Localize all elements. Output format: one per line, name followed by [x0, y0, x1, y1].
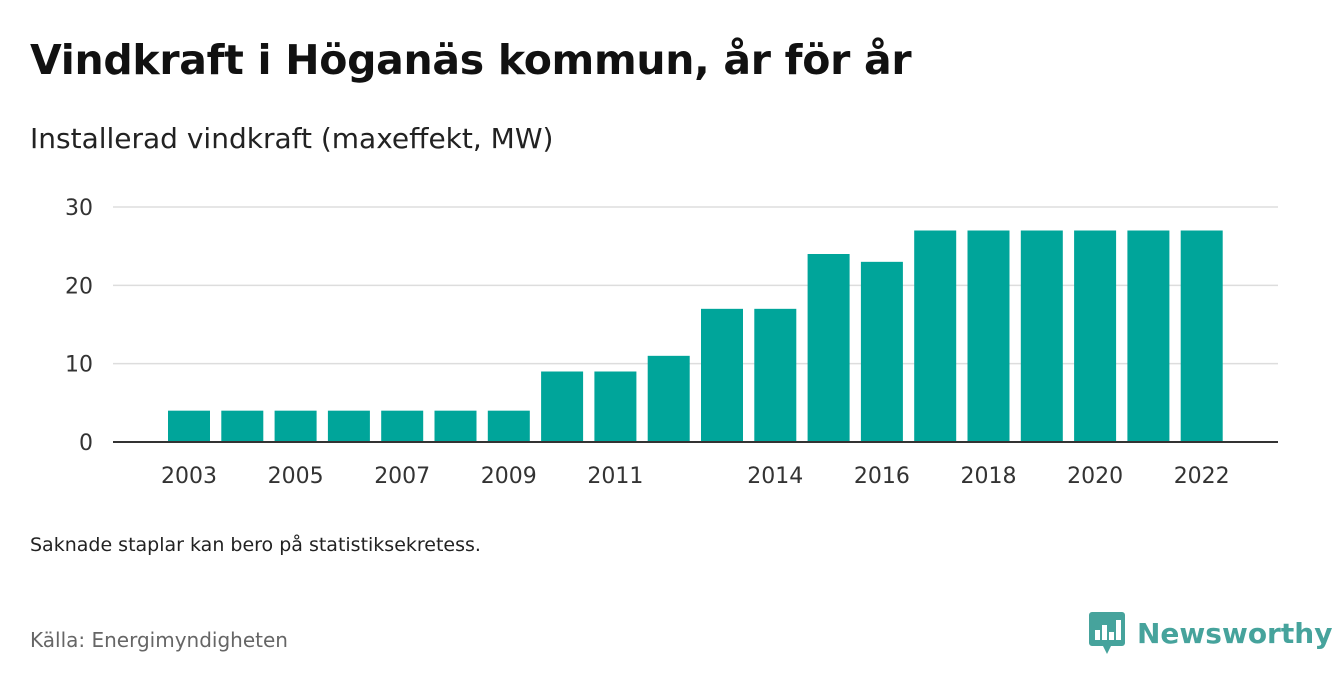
bar-2006: [327, 410, 370, 442]
footnote: Saknade staplar kan bero på statistiksek…: [30, 534, 481, 556]
bar-2003: [168, 410, 210, 442]
bar-2012: [647, 355, 690, 442]
source-credit: Källa: Energimyndigheten: [30, 628, 288, 652]
bar-2005: [274, 410, 317, 442]
y-tick-label-0: 0: [79, 431, 93, 456]
bar-2020: [1074, 230, 1117, 442]
bar-2013: [701, 308, 743, 442]
chart-subtitle: Installerad vindkraft (maxeffekt, MW): [30, 122, 554, 155]
x-tick-label-2020: 2020: [1067, 464, 1123, 489]
bar-2008: [434, 410, 477, 442]
bar-2014: [754, 308, 797, 442]
bar-2007: [381, 410, 424, 442]
x-tick-label-2016: 2016: [854, 464, 910, 489]
chart-title: Vindkraft i Höganäs kommun, år för år: [30, 36, 912, 84]
brand-name: Newsworthy: [1137, 616, 1333, 650]
x-tick-label-2009: 2009: [481, 464, 537, 489]
x-tick-label-2005: 2005: [268, 464, 324, 489]
bars: [168, 230, 1223, 442]
y-axis-labels: 0 10 20 30: [65, 196, 93, 456]
bar-2017: [914, 230, 957, 442]
x-axis-labels: 2003 2005 2007 2009 2011 2014 2016 2018 2020 2022: [161, 464, 1230, 489]
x-tick-label-2003: 2003: [161, 464, 217, 489]
bar-2004: [221, 410, 264, 442]
chart-logo-icon: [1089, 612, 1125, 654]
bar-2009: [487, 410, 530, 442]
bar-2018: [967, 230, 1010, 442]
x-tick-label-2007: 2007: [374, 464, 430, 489]
bar-2021: [1127, 230, 1170, 442]
bar-2022: [1180, 230, 1223, 442]
x-tick-label-2018: 2018: [961, 464, 1017, 489]
bar-chart: 0 10 20 30 2003 2005 2007 2009 2011 2014 2016 2018…: [65, 196, 1278, 489]
y-tick-label-10: 10: [65, 353, 93, 378]
x-tick-label-2022: 2022: [1174, 464, 1230, 489]
bar-2010: [541, 371, 584, 442]
bar-2011: [594, 371, 637, 442]
x-tick-label-2011: 2011: [587, 464, 643, 489]
bar-2016: [860, 261, 903, 442]
y-tick-label-30: 30: [65, 196, 93, 221]
brand-logo: Newsworthy: [1089, 612, 1332, 654]
bar-2019: [1020, 230, 1063, 442]
bar-2015: [807, 254, 850, 442]
x-tick-label-2014: 2014: [747, 464, 803, 489]
y-tick-label-20: 20: [65, 274, 93, 299]
